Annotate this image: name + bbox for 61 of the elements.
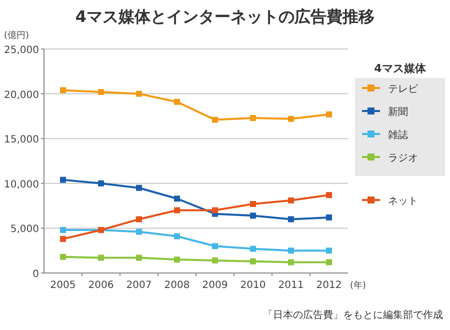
point [326, 259, 332, 266]
point [326, 214, 332, 220]
legend-label: ネット [388, 196, 418, 207]
point [212, 207, 218, 214]
point [250, 114, 256, 121]
point [136, 228, 142, 235]
point [288, 116, 294, 122]
text: 「日本の広告費」をもとに編集部で作成 [263, 309, 443, 321]
point [288, 197, 294, 204]
x-tick-label: 2005 [50, 280, 76, 291]
point [174, 98, 180, 105]
y-tick-label: 15,000 [4, 134, 39, 146]
legend-label: 雑誌 [388, 129, 408, 141]
x-tick-label: 2006 [88, 280, 114, 291]
point [136, 216, 142, 222]
point [250, 246, 256, 252]
point [174, 196, 180, 202]
y-tick-label: 5,000 [10, 224, 39, 236]
x-tick-label: 2009 [202, 280, 228, 291]
x-tick-label: 2008 [164, 280, 190, 291]
point [212, 116, 218, 123]
point [174, 256, 180, 263]
point [288, 259, 294, 266]
point [60, 254, 66, 260]
point [326, 111, 332, 118]
point [98, 254, 104, 261]
point [174, 233, 180, 240]
point [288, 248, 294, 254]
point [60, 236, 66, 242]
x-tick-label: 2007 [126, 280, 152, 291]
point [212, 257, 218, 264]
point [136, 90, 142, 97]
legend-label: テレビ [388, 84, 419, 95]
y-tick-label: 20,000 [4, 90, 39, 101]
legend-label: ラジオ [388, 153, 418, 164]
point [60, 176, 66, 183]
y-tick-label: 25,000 [4, 45, 39, 56]
legend-title: 4マス媒体 [374, 62, 427, 75]
legend-label: 新聞 [388, 106, 408, 118]
point [212, 243, 218, 250]
point [98, 180, 104, 186]
point [326, 192, 332, 198]
chart-title: 4マス媒体とインターネットの広告費推移 [75, 7, 375, 26]
y-tick-label: 10,000 [4, 179, 39, 190]
x-tick-label: 2012 [316, 280, 342, 291]
point [288, 216, 294, 222]
point [250, 201, 256, 208]
point [326, 248, 332, 254]
point [60, 87, 66, 94]
x-tick-label: 2010 [240, 280, 266, 291]
point [136, 184, 142, 191]
point [98, 89, 104, 96]
x-tick-label: 2011 [278, 280, 304, 291]
point [174, 207, 180, 214]
point [250, 258, 256, 264]
point [250, 212, 256, 219]
x-axis-title: (年) [350, 280, 366, 291]
y-tick-label: 0 [32, 269, 39, 280]
point [60, 226, 66, 233]
y-axis-title: (億円) [4, 30, 30, 41]
point [136, 254, 142, 261]
